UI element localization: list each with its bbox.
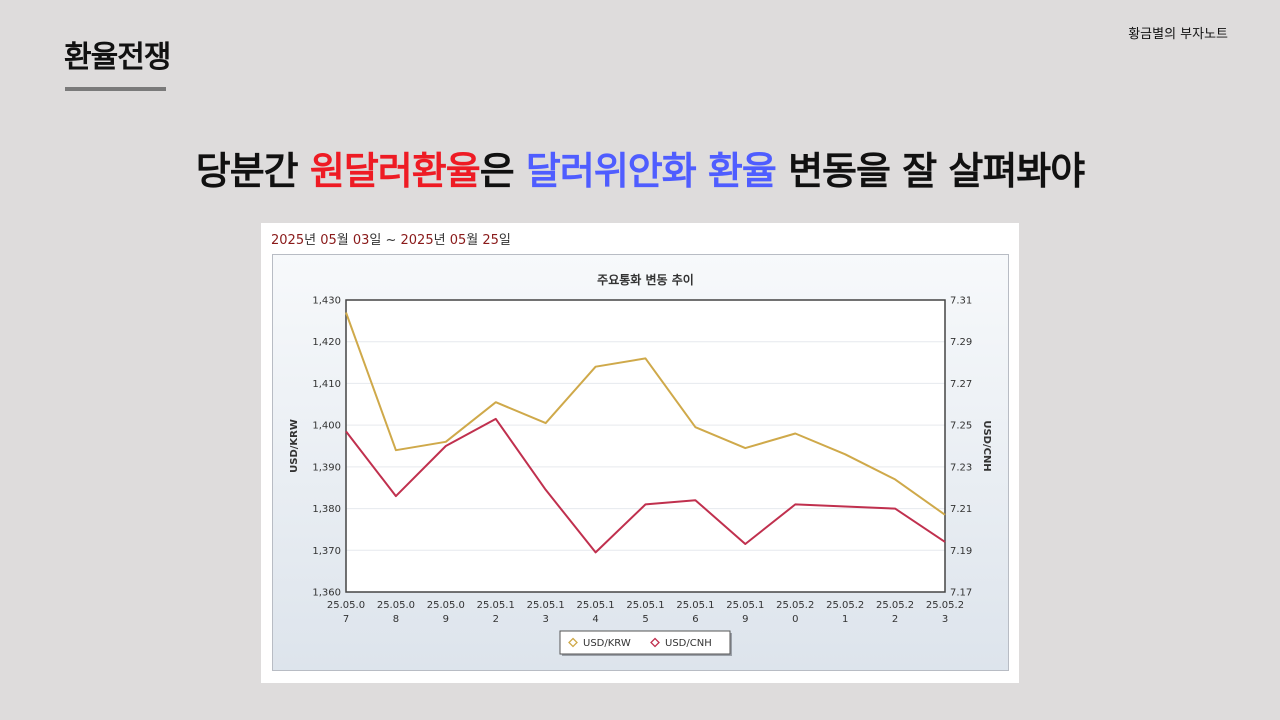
y-right-tick-label: 7.25 — [950, 421, 972, 432]
y-right-tick-label: 7.29 — [950, 337, 972, 348]
y-left-tick-label: 1,410 — [312, 379, 341, 390]
x-tick-label: 25.05.1 — [527, 600, 565, 611]
legend-marker-usd-cnh — [650, 637, 660, 648]
x-tick-label: 25.05.0 — [377, 600, 415, 611]
x-tick-label: 25.05.2 — [776, 600, 814, 611]
x-tick-label: 25.05.2 — [876, 600, 914, 611]
x-tick-label: 25.05.1 — [676, 600, 714, 611]
start-year: 2025 — [271, 233, 305, 248]
plot-frame — [345, 299, 946, 593]
x-tick-label: 25.05.1 — [477, 600, 515, 611]
date-range: 2025년 05월 03일 ~ 2025년 05월 25일 — [271, 229, 511, 248]
x-tick-label: 25.05.0 — [427, 600, 465, 611]
x-tick-label-line2: 5 — [642, 614, 648, 625]
y-left-tick-label: 1,430 — [312, 296, 341, 307]
brand-label: 황금별의 부자노트 — [1128, 27, 1228, 42]
series-line-usd-krw — [345, 312, 946, 516]
start-month-unit: 월 — [336, 233, 353, 248]
y-left-tick-label: 1,380 — [312, 504, 341, 515]
headline-highlight-cnh: 달러위안화 환율 — [525, 149, 777, 193]
start-year-unit: 년 — [304, 233, 321, 248]
x-tick-label: 25.05.2 — [926, 600, 964, 611]
end-year: 2025 — [400, 233, 434, 248]
chart-card: 2025년 05월 03일 ~ 2025년 05월 25일 1,360 7.17 1… — [261, 223, 1019, 683]
x-tick-label-line2: 1 — [842, 614, 848, 625]
y-left-tick-label: 1,370 — [312, 546, 341, 557]
y-right-axis-title: USD/CNH — [981, 420, 992, 471]
x-tick-label-line2: 0 — [792, 614, 798, 625]
x-tick-label-line2: 9 — [443, 614, 449, 625]
y-right-tick-label: 7.23 — [950, 462, 972, 473]
headline: 당분간 원달러환율은 달러위안화 환율 변동을 잘 살펴봐야 — [0, 140, 1280, 195]
end-month: 05 — [449, 233, 467, 248]
y-left-axis-title: USD/KRW — [289, 419, 300, 473]
end-day-unit: 일 — [498, 233, 511, 248]
y-left-tick-label: 1,360 — [312, 588, 341, 599]
plot-area — [346, 300, 945, 592]
legend-marker-usd-krw — [568, 637, 578, 648]
y-right-tick-label: 7.17 — [950, 588, 972, 599]
y-left-tick-label: 1,390 — [312, 462, 341, 473]
x-tick-label: 25.05.2 — [826, 600, 864, 611]
x-tick-label-line2: 4 — [592, 614, 598, 625]
headline-part-5: 변동을 잘 살펴봐야 — [775, 149, 1085, 193]
x-tick-label: 25.05.1 — [626, 600, 664, 611]
x-tick-label-line2: 2 — [493, 614, 499, 625]
y-right-tick-label: 7.27 — [950, 379, 972, 390]
x-tick-label-line2: 6 — [692, 614, 698, 625]
headline-part-1: 당분간 — [195, 149, 310, 193]
x-tick-label-line2: 3 — [942, 614, 948, 625]
end-year-unit: 년 — [433, 233, 450, 248]
y-left-tick-label: 1,400 — [312, 421, 341, 432]
x-tick-label-line2: 7 — [343, 614, 349, 625]
chart-frame: 1,360 7.17 1,370 7.19 1,380 7.21 1,390 7.23 1,40… — [272, 254, 1009, 671]
x-tick-label: 25.05.1 — [576, 600, 614, 611]
x-tick-label-line2: 2 — [892, 614, 898, 625]
headline-highlight-krw: 원달러환율 — [309, 149, 481, 193]
chart-title: 주요통화 변동 추이 — [597, 272, 694, 287]
x-tick-label-line2: 9 — [742, 614, 748, 625]
y-right-tick-label: 7.31 — [950, 296, 972, 307]
start-day: 03 — [352, 233, 370, 248]
title-underline — [65, 87, 166, 91]
line-chart: 1,360 7.17 1,370 7.19 1,380 7.21 1,390 7.23 1,40… — [289, 272, 992, 656]
y-right-tick-label: 7.21 — [950, 504, 972, 515]
y-left-tick-label: 1,420 — [312, 337, 341, 348]
x-tick-label-line2: 8 — [393, 614, 399, 625]
series-line-usd-cnh — [345, 417, 946, 554]
end-month-unit: 월 — [466, 233, 483, 248]
x-tick-label: 25.05.1 — [726, 600, 764, 611]
range-separator: 일 ~ — [369, 233, 401, 248]
headline-part-3: 은 — [479, 149, 526, 193]
y-right-tick-label: 7.19 — [950, 546, 972, 557]
start-month: 05 — [320, 233, 337, 248]
legend-box — [559, 630, 731, 655]
x-tick-label-line2: 3 — [542, 614, 548, 625]
slide-title: 환율전쟁 — [64, 40, 171, 75]
legend-label-usd-krw: USD/KRW — [583, 638, 631, 649]
end-day: 25 — [482, 233, 499, 248]
legend-label-usd-cnh: USD/CNH — [665, 638, 712, 649]
x-tick-label: 25.05.0 — [327, 600, 365, 611]
